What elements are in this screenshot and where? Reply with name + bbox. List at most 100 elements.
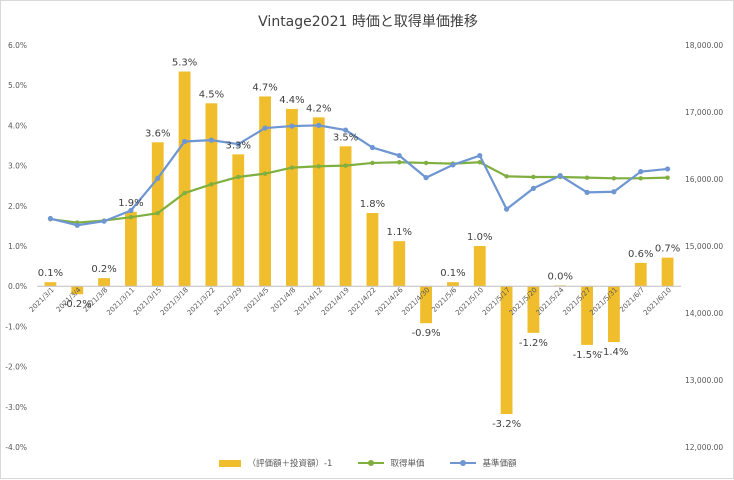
nav-point (611, 189, 617, 195)
bar-data-label: -1.5% (573, 350, 602, 361)
bar (125, 211, 137, 287)
nav-point (289, 123, 295, 129)
nav-point (208, 137, 215, 143)
bar-data-label: 3.5% (333, 132, 358, 143)
nav-point (638, 169, 644, 175)
bar (661, 257, 674, 287)
nav-point (396, 152, 402, 159)
bar (178, 71, 191, 287)
y-left-tick-label: -3.0% (5, 403, 27, 412)
bar (581, 286, 593, 345)
bar-data-label: 4.4% (279, 95, 304, 106)
x-category-label: 2021/3/18 (159, 286, 190, 317)
nav-point (128, 207, 134, 214)
y-left-tick-label: 6.0% (8, 41, 27, 50)
nav-point (47, 215, 54, 222)
y-left-tick-label: 4.0% (8, 121, 27, 130)
bar (259, 96, 271, 287)
bar-data-label: 0.2% (91, 264, 116, 275)
cost-point (370, 160, 375, 166)
legend-swatch-cost (358, 460, 385, 466)
cost-point (638, 176, 643, 181)
bar (232, 154, 245, 287)
legend-item-cost: 取得単価 (358, 457, 424, 469)
y-left-tick-label: 2.0% (8, 202, 27, 211)
bar (608, 286, 620, 343)
nav-point (181, 138, 188, 145)
x-category-label: 2021/6/10 (642, 286, 673, 317)
nav-point (369, 144, 376, 151)
cost-point (584, 175, 590, 180)
cost-point (209, 182, 214, 187)
cost-point (504, 174, 509, 179)
bar-data-label: -1.2% (519, 338, 548, 349)
cost-point (236, 174, 241, 180)
cost-point (128, 214, 134, 220)
legend-swatch-bars (219, 459, 242, 467)
y-right-tick-label: 15,000.00 (685, 242, 723, 251)
y-right-tick-label: 16,000.00 (685, 175, 723, 184)
y-left-tick-label: 0.0% (8, 282, 27, 291)
bar-data-label: 1.9% (118, 198, 143, 209)
bar-data-label: 3.3% (226, 140, 251, 151)
bar-data-label: 1.1% (387, 227, 412, 238)
y-left-tick-label: -4.0% (5, 443, 27, 452)
bar (366, 213, 379, 287)
bar-data-label: -0.9% (412, 328, 441, 339)
nav-line (50, 124, 668, 227)
bar-data-label: 0.0% (548, 271, 573, 282)
legend-item-bars: （評価額＋投資額）-1 (219, 457, 332, 469)
bar (286, 108, 298, 287)
nav-point (262, 125, 268, 131)
nav-point (584, 189, 590, 195)
x-category-label: 2021/4/19 (320, 286, 351, 317)
nav-point (74, 222, 80, 228)
y-right-tick-label: 13,000.00 (685, 376, 723, 385)
y-right-tick-label: 17,000.00 (685, 108, 723, 117)
nav-point (530, 185, 537, 191)
nav-point (450, 162, 456, 168)
nav-point (235, 141, 241, 147)
x-category-label: 2021/3/11 (105, 286, 136, 317)
y-left-tick-label: -2.0% (5, 363, 27, 372)
bar (71, 286, 84, 295)
chart-title: Vintage2021 時価と取得単価推移 (258, 14, 478, 30)
cost-point (155, 210, 160, 216)
bar (312, 117, 325, 287)
x-category-label: 2021/3/1 (28, 286, 56, 314)
bar-data-label: 3.6% (145, 128, 170, 139)
bar-data-label: 4.7% (252, 82, 277, 93)
bar-data-label: 4.2% (306, 103, 331, 114)
bar-data-label: -1.4% (599, 347, 628, 358)
nav-point (664, 166, 671, 172)
bar-data-label: 0.1% (38, 268, 63, 279)
cost-point (289, 165, 295, 170)
y-left-tick-label: -1.0% (5, 322, 27, 331)
y-left-tick-label: 3.0% (8, 162, 27, 171)
bar (393, 241, 406, 287)
cost-point (665, 175, 670, 180)
y-right-tick-label: 18,000.00 (685, 41, 723, 50)
bar-data-label: 4.5% (199, 89, 224, 100)
nav-point (342, 127, 349, 133)
bar (44, 282, 57, 287)
bar (205, 103, 218, 287)
cost-point (611, 176, 617, 181)
cost-point (316, 164, 321, 169)
bar-data-label: 0.7% (655, 244, 680, 255)
legend-label-nav: 基準価額 (482, 459, 517, 469)
bar-data-label: 0.6% (628, 249, 653, 260)
nav-point (101, 218, 107, 224)
cost-point (397, 160, 402, 165)
bar (339, 146, 352, 287)
legend: （評価額＋投資額）-1 取得単価 基準価額 (1, 457, 734, 469)
cost-point (182, 190, 187, 196)
x-category-label: 2021/5/10 (454, 286, 485, 317)
bar (634, 262, 647, 287)
cost-point (262, 171, 268, 176)
x-category-label: 2021/4/22 (347, 286, 378, 317)
x-category-label: 2021/4/8 (269, 286, 297, 314)
legend-swatch-nav (450, 460, 477, 466)
bar (98, 278, 110, 287)
